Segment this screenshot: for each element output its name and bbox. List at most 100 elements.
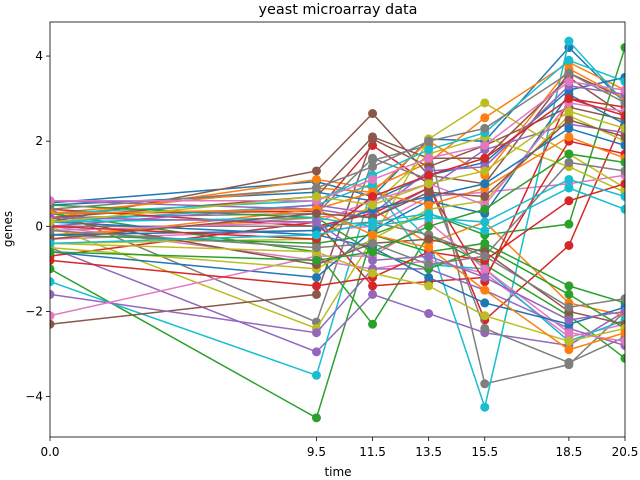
data-point	[368, 268, 378, 278]
data-point	[311, 255, 321, 265]
data-point	[620, 204, 625, 214]
data-point	[564, 36, 574, 46]
data-point	[480, 298, 490, 308]
data-point	[620, 294, 625, 304]
data-point	[564, 94, 574, 104]
data-point	[424, 200, 434, 210]
data-point	[480, 113, 490, 123]
data-point	[620, 77, 625, 87]
data-point	[564, 315, 574, 325]
data-point	[620, 166, 625, 176]
data-point	[50, 226, 55, 236]
data-point	[564, 219, 574, 229]
data-point	[480, 192, 490, 202]
data-point	[368, 200, 378, 210]
data-point	[368, 174, 378, 184]
data-point	[311, 166, 321, 176]
x-tick-label: 18.5	[556, 445, 583, 459]
data-point	[50, 311, 55, 321]
data-point	[564, 302, 574, 312]
data-point	[620, 179, 625, 189]
series-48	[50, 106, 625, 227]
data-point	[368, 192, 378, 202]
data-point	[564, 358, 574, 368]
data-point	[424, 170, 434, 180]
data-point	[50, 289, 55, 299]
data-point	[480, 311, 490, 321]
data-point	[620, 328, 625, 338]
data-point	[50, 217, 55, 227]
data-point	[424, 221, 434, 231]
data-point	[564, 55, 574, 65]
data-point	[564, 336, 574, 346]
data-point	[480, 251, 490, 261]
data-point	[620, 336, 625, 346]
data-point	[564, 157, 574, 167]
y-tick-label: 0	[35, 219, 43, 233]
data-point	[564, 289, 574, 299]
data-point	[620, 132, 625, 142]
plot-area	[50, 36, 625, 423]
series-49	[50, 183, 625, 248]
data-point	[50, 264, 55, 274]
y-tick-label: 2	[35, 134, 43, 148]
data-point	[564, 174, 574, 184]
data-point	[564, 132, 574, 142]
data-point	[311, 370, 321, 380]
chart-title: yeast microarray data	[259, 2, 418, 18]
data-point	[424, 145, 434, 155]
data-point	[564, 115, 574, 125]
data-point	[424, 251, 434, 261]
data-point	[620, 140, 625, 150]
y-tick-label: −4	[25, 390, 43, 404]
data-point	[424, 234, 434, 244]
data-point	[480, 153, 490, 163]
data-point	[50, 196, 55, 206]
data-point	[564, 196, 574, 206]
data-point	[50, 247, 55, 257]
data-point	[424, 260, 434, 270]
x-tick-label: 20.5	[612, 445, 639, 459]
data-point	[311, 183, 321, 193]
data-point	[50, 238, 55, 248]
data-point	[50, 319, 55, 329]
data-point	[424, 209, 434, 219]
data-point	[620, 85, 625, 95]
x-tick-label: 0.0	[40, 445, 59, 459]
data-point	[424, 187, 434, 197]
data-point	[368, 230, 378, 240]
data-point	[311, 243, 321, 253]
data-point	[620, 123, 625, 133]
data-point	[620, 111, 625, 121]
series-42	[50, 149, 625, 265]
data-point	[564, 123, 574, 133]
data-point	[368, 319, 378, 329]
y-axis-label: genes	[1, 211, 15, 247]
data-point	[480, 264, 490, 274]
data-point	[368, 289, 378, 299]
data-point	[564, 281, 574, 291]
x-axis-label: time	[324, 465, 351, 479]
x-tick-label: 11.5	[359, 445, 386, 459]
data-point	[620, 192, 625, 202]
data-point	[368, 255, 378, 265]
series-47	[50, 226, 625, 312]
data-point	[311, 289, 321, 299]
x-axis: 0.0 9.5 11.5 13.5 15.5 18.5 20.5	[40, 437, 638, 459]
x-tick-label: 13.5	[415, 445, 442, 459]
data-point	[424, 179, 434, 189]
data-point	[368, 153, 378, 163]
data-point	[480, 272, 490, 282]
series-44	[50, 213, 625, 325]
data-point	[480, 226, 490, 236]
data-point	[311, 217, 321, 227]
data-point	[50, 255, 55, 265]
data-point	[311, 281, 321, 291]
data-point	[368, 238, 378, 248]
x-tick-label: 9.5	[307, 445, 326, 459]
data-point	[368, 162, 378, 172]
data-point	[480, 123, 490, 133]
data-point	[424, 272, 434, 282]
data-point	[620, 43, 625, 53]
